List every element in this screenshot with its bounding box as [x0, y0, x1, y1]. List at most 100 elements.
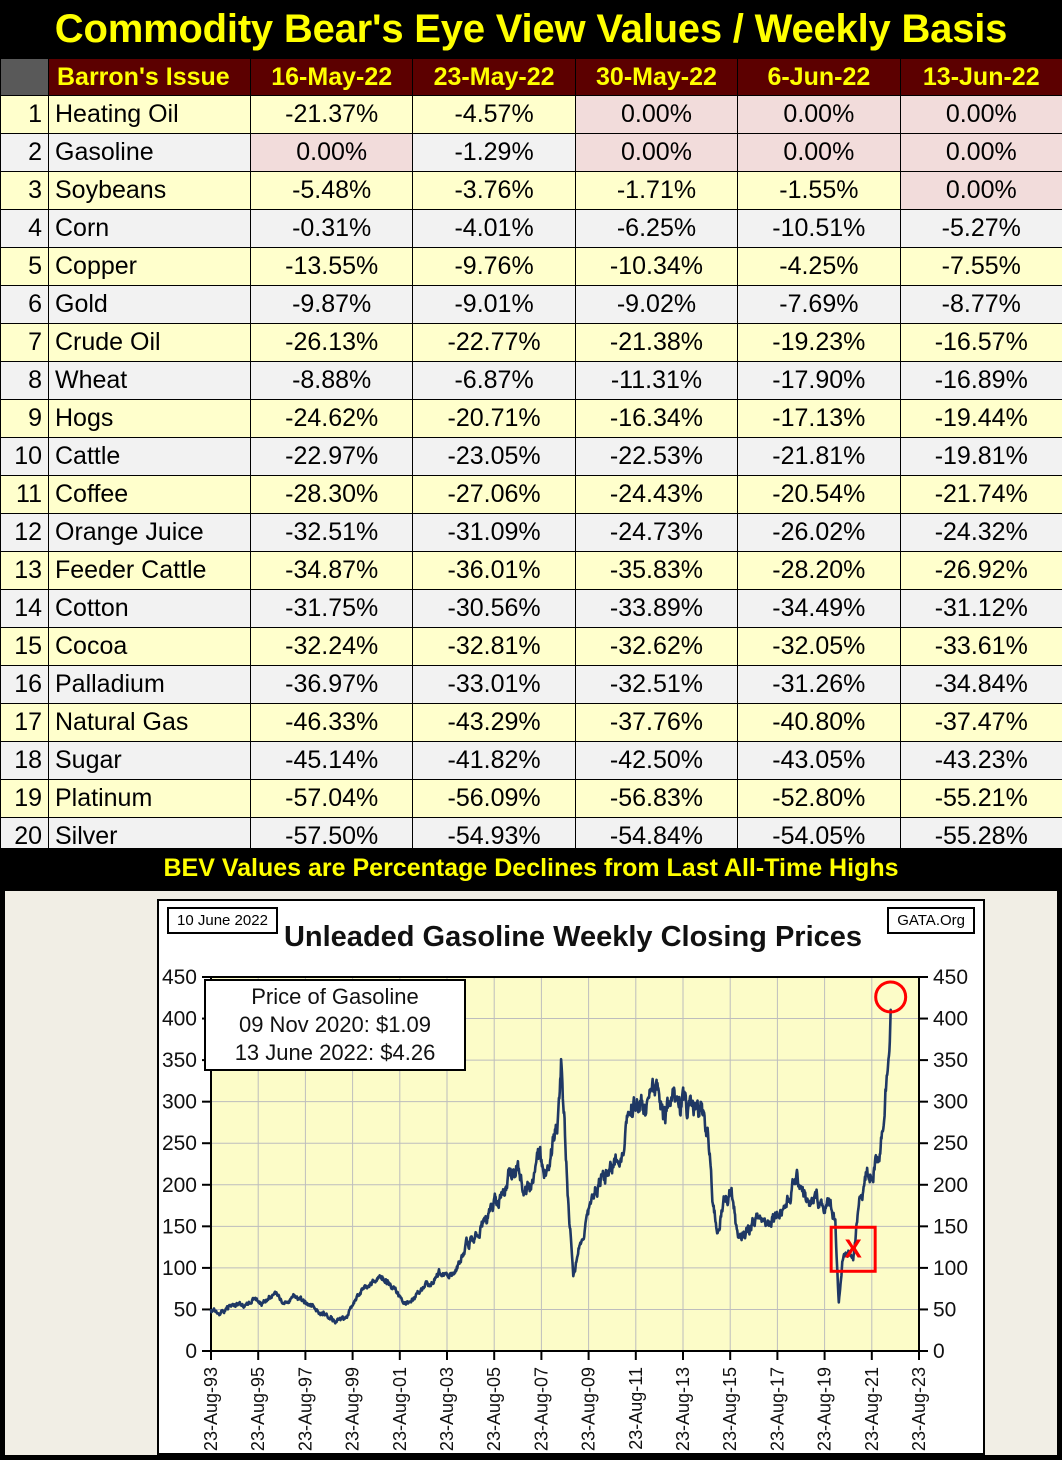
- commodity-name: Gold: [48, 285, 251, 324]
- bev-value-cell: -8.77%: [899, 285, 1062, 324]
- bev-value-cell: -4.25%: [737, 247, 901, 286]
- bev-value-cell: -21.37%: [249, 95, 414, 134]
- bev-value-cell: -34.49%: [737, 589, 901, 628]
- commodity-name: Wheat: [48, 361, 251, 400]
- commodity-name: Soybeans: [48, 171, 251, 210]
- column-header-barrons-issue: Barron's Issue: [48, 58, 251, 96]
- svg-text:23-Aug-05: 23-Aug-05: [484, 1367, 504, 1451]
- table-row: 9 Hogs -24.62% -20.71% -16.34% -17.13% -19.44%: [0, 399, 1062, 438]
- bev-value-cell: -5.48%: [249, 171, 414, 210]
- table-row: 10 Cattle -22.97% -23.05% -22.53% -21.81% -19.…: [0, 437, 1062, 476]
- table-header: Barron's Issue 16-May-22 23-May-22 30-Ma…: [0, 58, 1062, 96]
- bev-value-cell: -19.81%: [899, 437, 1062, 476]
- bev-value-cell: -26.02%: [737, 513, 901, 552]
- bev-table-wrapper: Barron's Issue 16-May-22 23-May-22 30-Ma…: [0, 58, 1062, 856]
- bev-value-cell: 0.00%: [737, 95, 901, 134]
- svg-text:200: 200: [162, 1174, 197, 1197]
- svg-text:23-Aug-01: 23-Aug-01: [390, 1367, 410, 1451]
- svg-text:250: 250: [162, 1132, 197, 1155]
- chart-outer-frame: 10 June 2022 GATA.Org Unleaded Gasoline …: [4, 890, 1058, 1456]
- column-header-6-jun-22: 6-Jun-22: [737, 58, 901, 96]
- commodity-name: Crude Oil: [48, 323, 251, 362]
- bev-value-cell: -26.92%: [899, 551, 1062, 590]
- pricebox-heading: Price of Gasoline: [251, 984, 419, 1009]
- row-number: 15: [0, 627, 49, 666]
- bev-note: BEV Values are Percentage Declines from …: [0, 848, 1062, 888]
- page-title: Commodity Bear's Eye View Values / Weekl…: [0, 0, 1062, 58]
- bev-value-cell: -4.57%: [412, 95, 576, 134]
- svg-text:100: 100: [162, 1257, 197, 1280]
- commodity-name: Cattle: [48, 437, 251, 476]
- chart-date-label: 10 June 2022: [167, 907, 278, 934]
- svg-text:23-Aug-09: 23-Aug-09: [579, 1367, 599, 1451]
- table-row: 6 Gold -9.87% -9.01% -9.02% -7.69% -8.77%: [0, 285, 1062, 324]
- bev-value-cell: -28.20%: [737, 551, 901, 590]
- bev-value-cell: -31.09%: [412, 513, 576, 552]
- svg-text:23-Aug-97: 23-Aug-97: [295, 1367, 315, 1451]
- bev-value-cell: -31.12%: [899, 589, 1062, 628]
- svg-text:23-Aug-13: 23-Aug-13: [673, 1367, 693, 1451]
- bev-value-cell: -27.06%: [412, 475, 576, 514]
- bev-value-cell: -16.34%: [574, 399, 739, 438]
- table-row: 13 Feeder Cattle -34.87% -36.01% -35.83% -28.…: [0, 551, 1062, 590]
- table-row: 7 Crude Oil -26.13% -22.77% -21.38% -19.23% -1…: [0, 323, 1062, 362]
- svg-text:350: 350: [933, 1049, 968, 1072]
- bev-value-cell: -1.55%: [737, 171, 901, 210]
- bev-value-cell: -7.55%: [899, 247, 1062, 286]
- row-number: 2: [0, 133, 49, 172]
- table-row: 19 Platinum -57.04% -56.09% -56.83% -52.80% -5…: [0, 779, 1062, 818]
- bev-value-cell: -23.05%: [412, 437, 576, 476]
- pricebox-line-2: 13 June 2022: $4.26: [234, 1040, 436, 1065]
- commodity-name: Copper: [48, 247, 251, 286]
- bev-table: Barron's Issue 16-May-22 23-May-22 30-Ma…: [0, 58, 1062, 856]
- bev-value-cell: -37.76%: [574, 703, 739, 742]
- price-of-gasoline-box: Price of Gasoline 09 Nov 2020: $1.09 13 …: [204, 979, 466, 1071]
- bev-value-cell: -43.23%: [899, 741, 1062, 780]
- bev-value-cell: -31.75%: [249, 589, 414, 628]
- column-header-16-may-22: 16-May-22: [249, 58, 414, 96]
- bev-value-cell: -24.32%: [899, 513, 1062, 552]
- nov-2020-low-marker: X: [829, 1225, 877, 1273]
- bev-value-cell: -56.83%: [574, 779, 739, 818]
- table-row: 2 Gasoline 0.00% -1.29% 0.00% 0.00% 0.00%: [0, 133, 1062, 172]
- chart-source-label: GATA.Org: [887, 907, 975, 934]
- bev-value-cell: -24.62%: [249, 399, 414, 438]
- commodity-name: Feeder Cattle: [48, 551, 251, 590]
- table-row: 17 Natural Gas -46.33% -43.29% -37.76% -40.80…: [0, 703, 1062, 742]
- bev-value-cell: 0.00%: [249, 133, 414, 172]
- bev-value-cell: -17.90%: [737, 361, 901, 400]
- svg-text:350: 350: [162, 1049, 197, 1072]
- bev-value-cell: -43.29%: [412, 703, 576, 742]
- bev-value-cell: -5.27%: [899, 209, 1062, 248]
- bev-value-cell: -16.57%: [899, 323, 1062, 362]
- svg-text:23-Aug-95: 23-Aug-95: [248, 1367, 268, 1451]
- row-number: 4: [0, 209, 49, 248]
- svg-text:150: 150: [933, 1215, 968, 1238]
- commodity-name: Heating Oil: [48, 95, 251, 134]
- bev-value-cell: -30.56%: [412, 589, 576, 628]
- bev-value-cell: -24.73%: [574, 513, 739, 552]
- table-row: 15 Cocoa -32.24% -32.81% -32.62% -32.05% -33.6…: [0, 627, 1062, 666]
- bev-value-cell: 0.00%: [737, 133, 901, 172]
- column-header-23-may-22: 23-May-22: [412, 58, 576, 96]
- bev-value-cell: -26.13%: [249, 323, 414, 362]
- svg-text:100: 100: [933, 1257, 968, 1280]
- bev-value-cell: -52.80%: [737, 779, 901, 818]
- row-number: 12: [0, 513, 49, 552]
- svg-text:200: 200: [933, 1174, 968, 1197]
- bev-value-cell: 0.00%: [574, 133, 739, 172]
- bev-value-cell: -56.09%: [412, 779, 576, 818]
- bev-value-cell: -20.54%: [737, 475, 901, 514]
- bev-value-cell: -32.51%: [574, 665, 739, 704]
- svg-text:X: X: [844, 1233, 862, 1263]
- bev-value-cell: -24.43%: [574, 475, 739, 514]
- bev-value-cell: -3.76%: [412, 171, 576, 210]
- table-row: 14 Cotton -31.75% -30.56% -33.89% -34.49% -31.…: [0, 589, 1062, 628]
- bev-value-cell: -45.14%: [249, 741, 414, 780]
- table-body: 1 Heating Oil -21.37% -4.57% 0.00% 0.00% 0.00%…: [0, 95, 1062, 856]
- row-number: 14: [0, 589, 49, 628]
- row-number: 8: [0, 361, 49, 400]
- bev-value-cell: -34.84%: [899, 665, 1062, 704]
- svg-text:23-Aug-07: 23-Aug-07: [531, 1367, 551, 1451]
- bev-value-cell: -41.82%: [412, 741, 576, 780]
